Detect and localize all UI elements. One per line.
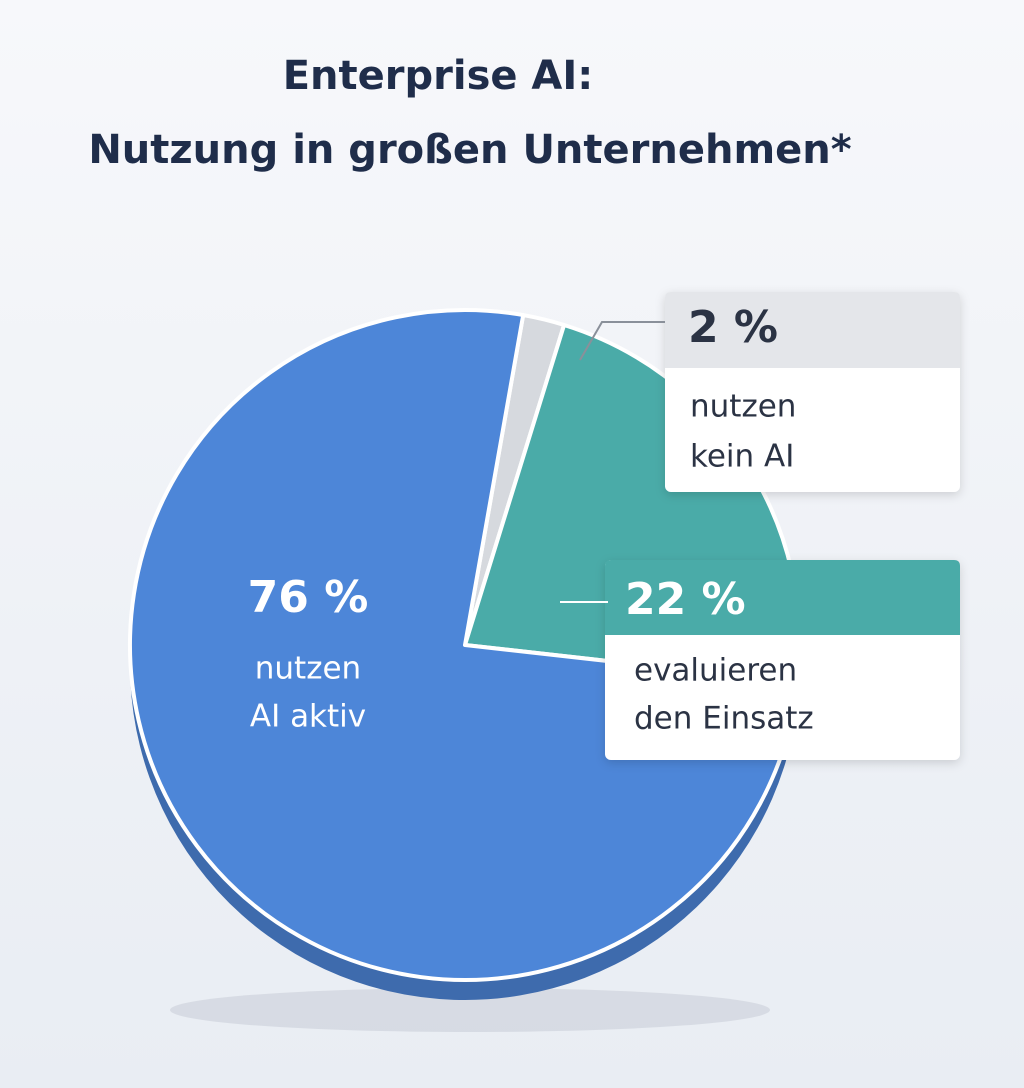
- category-label: nutzen: [690, 389, 796, 425]
- value-label: 22 %: [625, 574, 746, 625]
- category-label: kein AI: [690, 439, 794, 475]
- value-label: 2 %: [688, 302, 778, 353]
- pie-slice: [128, 308, 800, 982]
- connector: [579, 321, 665, 361]
- chart-title: Enterprise AI:: [283, 53, 594, 99]
- category-label: evaluieren: [634, 653, 797, 689]
- pie-shadow: [170, 988, 770, 1032]
- category-label: den Einsatz: [634, 701, 814, 737]
- label-header: [605, 560, 960, 635]
- category-label: nutzen: [255, 651, 361, 687]
- label-header: [665, 292, 960, 368]
- chart-title: Nutzung in großen Unternehmen*: [88, 127, 851, 173]
- category-label: AI aktiv: [250, 699, 366, 735]
- labels: 76 % nutzen AI aktiv 22 % evaluieren den Eins…: [248, 292, 960, 760]
- value-label: 76 %: [248, 572, 369, 623]
